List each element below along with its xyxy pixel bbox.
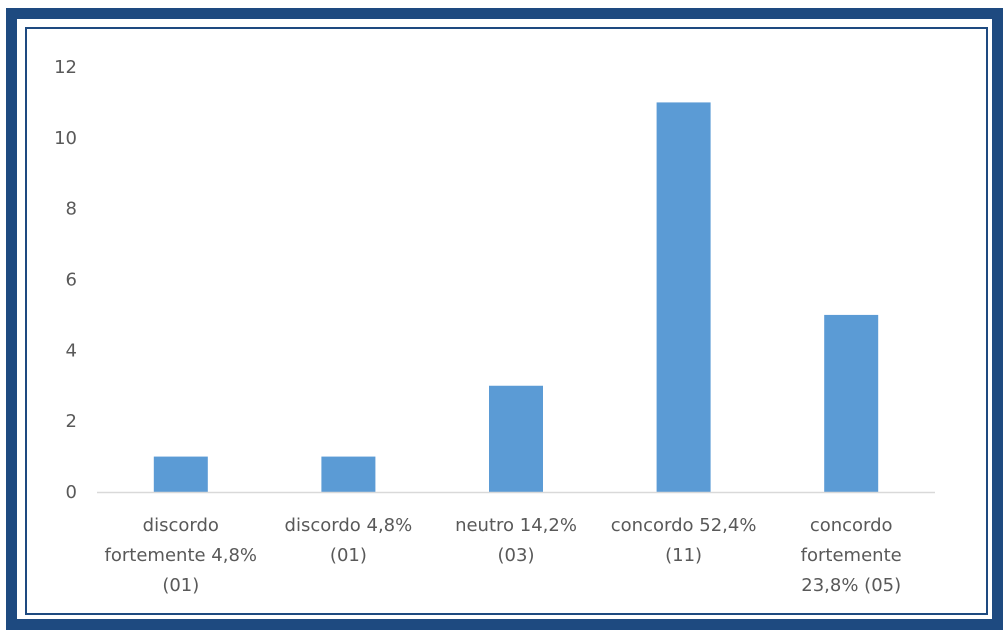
category-label-line: (01) — [162, 575, 199, 596]
bar — [656, 102, 711, 493]
category-label-line: concordo — [810, 515, 893, 536]
bar — [321, 456, 376, 492]
category-label-line: fortemente — [801, 545, 902, 566]
y-tick-label: 6 — [66, 270, 77, 291]
y-tick-label: 4 — [66, 340, 77, 361]
bars — [153, 102, 879, 493]
y-axis-ticks: 0 2 4 6 8 10 12 — [54, 57, 77, 503]
y-tick-label: 8 — [66, 199, 77, 220]
category-label-line: (03) — [498, 545, 535, 566]
category-label: neutro 14,2% (03) — [455, 515, 577, 566]
category-labels: discordo fortemente 4,8% (01)discordo 4,8%… — [105, 515, 902, 596]
y-tick-label: 0 — [66, 482, 77, 503]
y-tick-label: 12 — [54, 57, 77, 78]
category-label: concordo 52,4% (11) — [611, 515, 757, 566]
bar — [153, 456, 208, 492]
category-label-line: discordo 4,8% — [285, 515, 413, 536]
category-label-line: 23,8% (05) — [801, 575, 901, 596]
category-label-line: discordo — [143, 515, 219, 536]
category-label-line: neutro 14,2% — [455, 515, 577, 536]
category-label: discordo 4,8% (01) — [285, 515, 413, 566]
category-label-line: fortemente 4,8% — [105, 545, 257, 566]
y-tick-label: 10 — [54, 128, 77, 149]
bar — [824, 314, 879, 492]
category-label-line: (11) — [665, 545, 702, 566]
category-label-line: (01) — [330, 545, 367, 566]
bar — [489, 385, 543, 492]
category-label: concordo fortemente 23,8% (05) — [801, 515, 902, 596]
y-tick-label: 2 — [66, 411, 77, 432]
category-label-line: concordo 52,4% — [611, 515, 757, 536]
category-label: discordo fortemente 4,8% (01) — [105, 515, 257, 596]
